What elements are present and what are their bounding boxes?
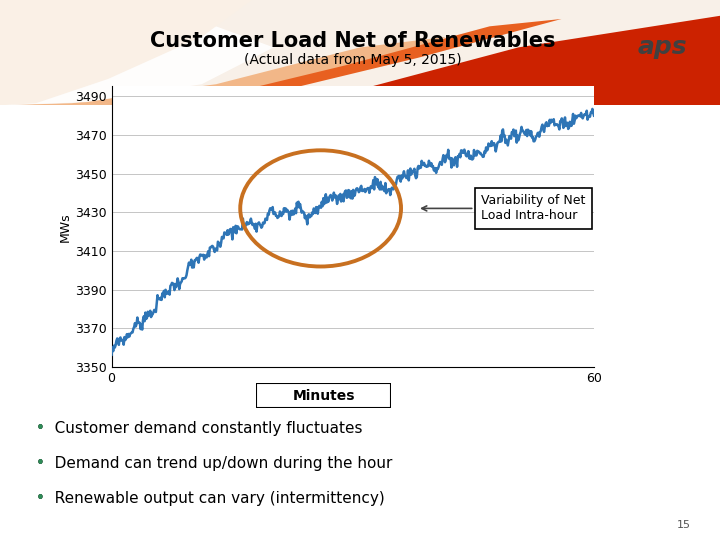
Polygon shape — [0, 19, 274, 105]
Text: (Actual data from May 5, 2015): (Actual data from May 5, 2015) — [244, 53, 462, 68]
Text: 15: 15 — [678, 520, 691, 530]
Polygon shape — [0, 0, 252, 105]
Text: •: • — [36, 421, 45, 436]
Text: •  Renewable output can vary (intermittency): • Renewable output can vary (intermitten… — [36, 491, 384, 507]
Text: •: • — [36, 456, 45, 471]
Y-axis label: MWs: MWs — [59, 212, 72, 241]
FancyBboxPatch shape — [256, 383, 392, 408]
Text: •: • — [36, 491, 45, 507]
Polygon shape — [0, 37, 446, 105]
Text: •  Customer demand constantly fluctuates: • Customer demand constantly fluctuates — [36, 421, 362, 436]
Polygon shape — [216, 16, 720, 105]
Text: Minutes: Minutes — [292, 389, 355, 402]
Text: Customer Load Net of Renewables: Customer Load Net of Renewables — [150, 31, 556, 51]
Text: •  Demand can trend up/down during the hour: • Demand can trend up/down during the ho… — [36, 456, 392, 471]
Text: aps: aps — [638, 36, 687, 59]
Polygon shape — [130, 19, 562, 105]
Text: Variability of Net
Load Intra-hour: Variability of Net Load Intra-hour — [422, 194, 586, 222]
